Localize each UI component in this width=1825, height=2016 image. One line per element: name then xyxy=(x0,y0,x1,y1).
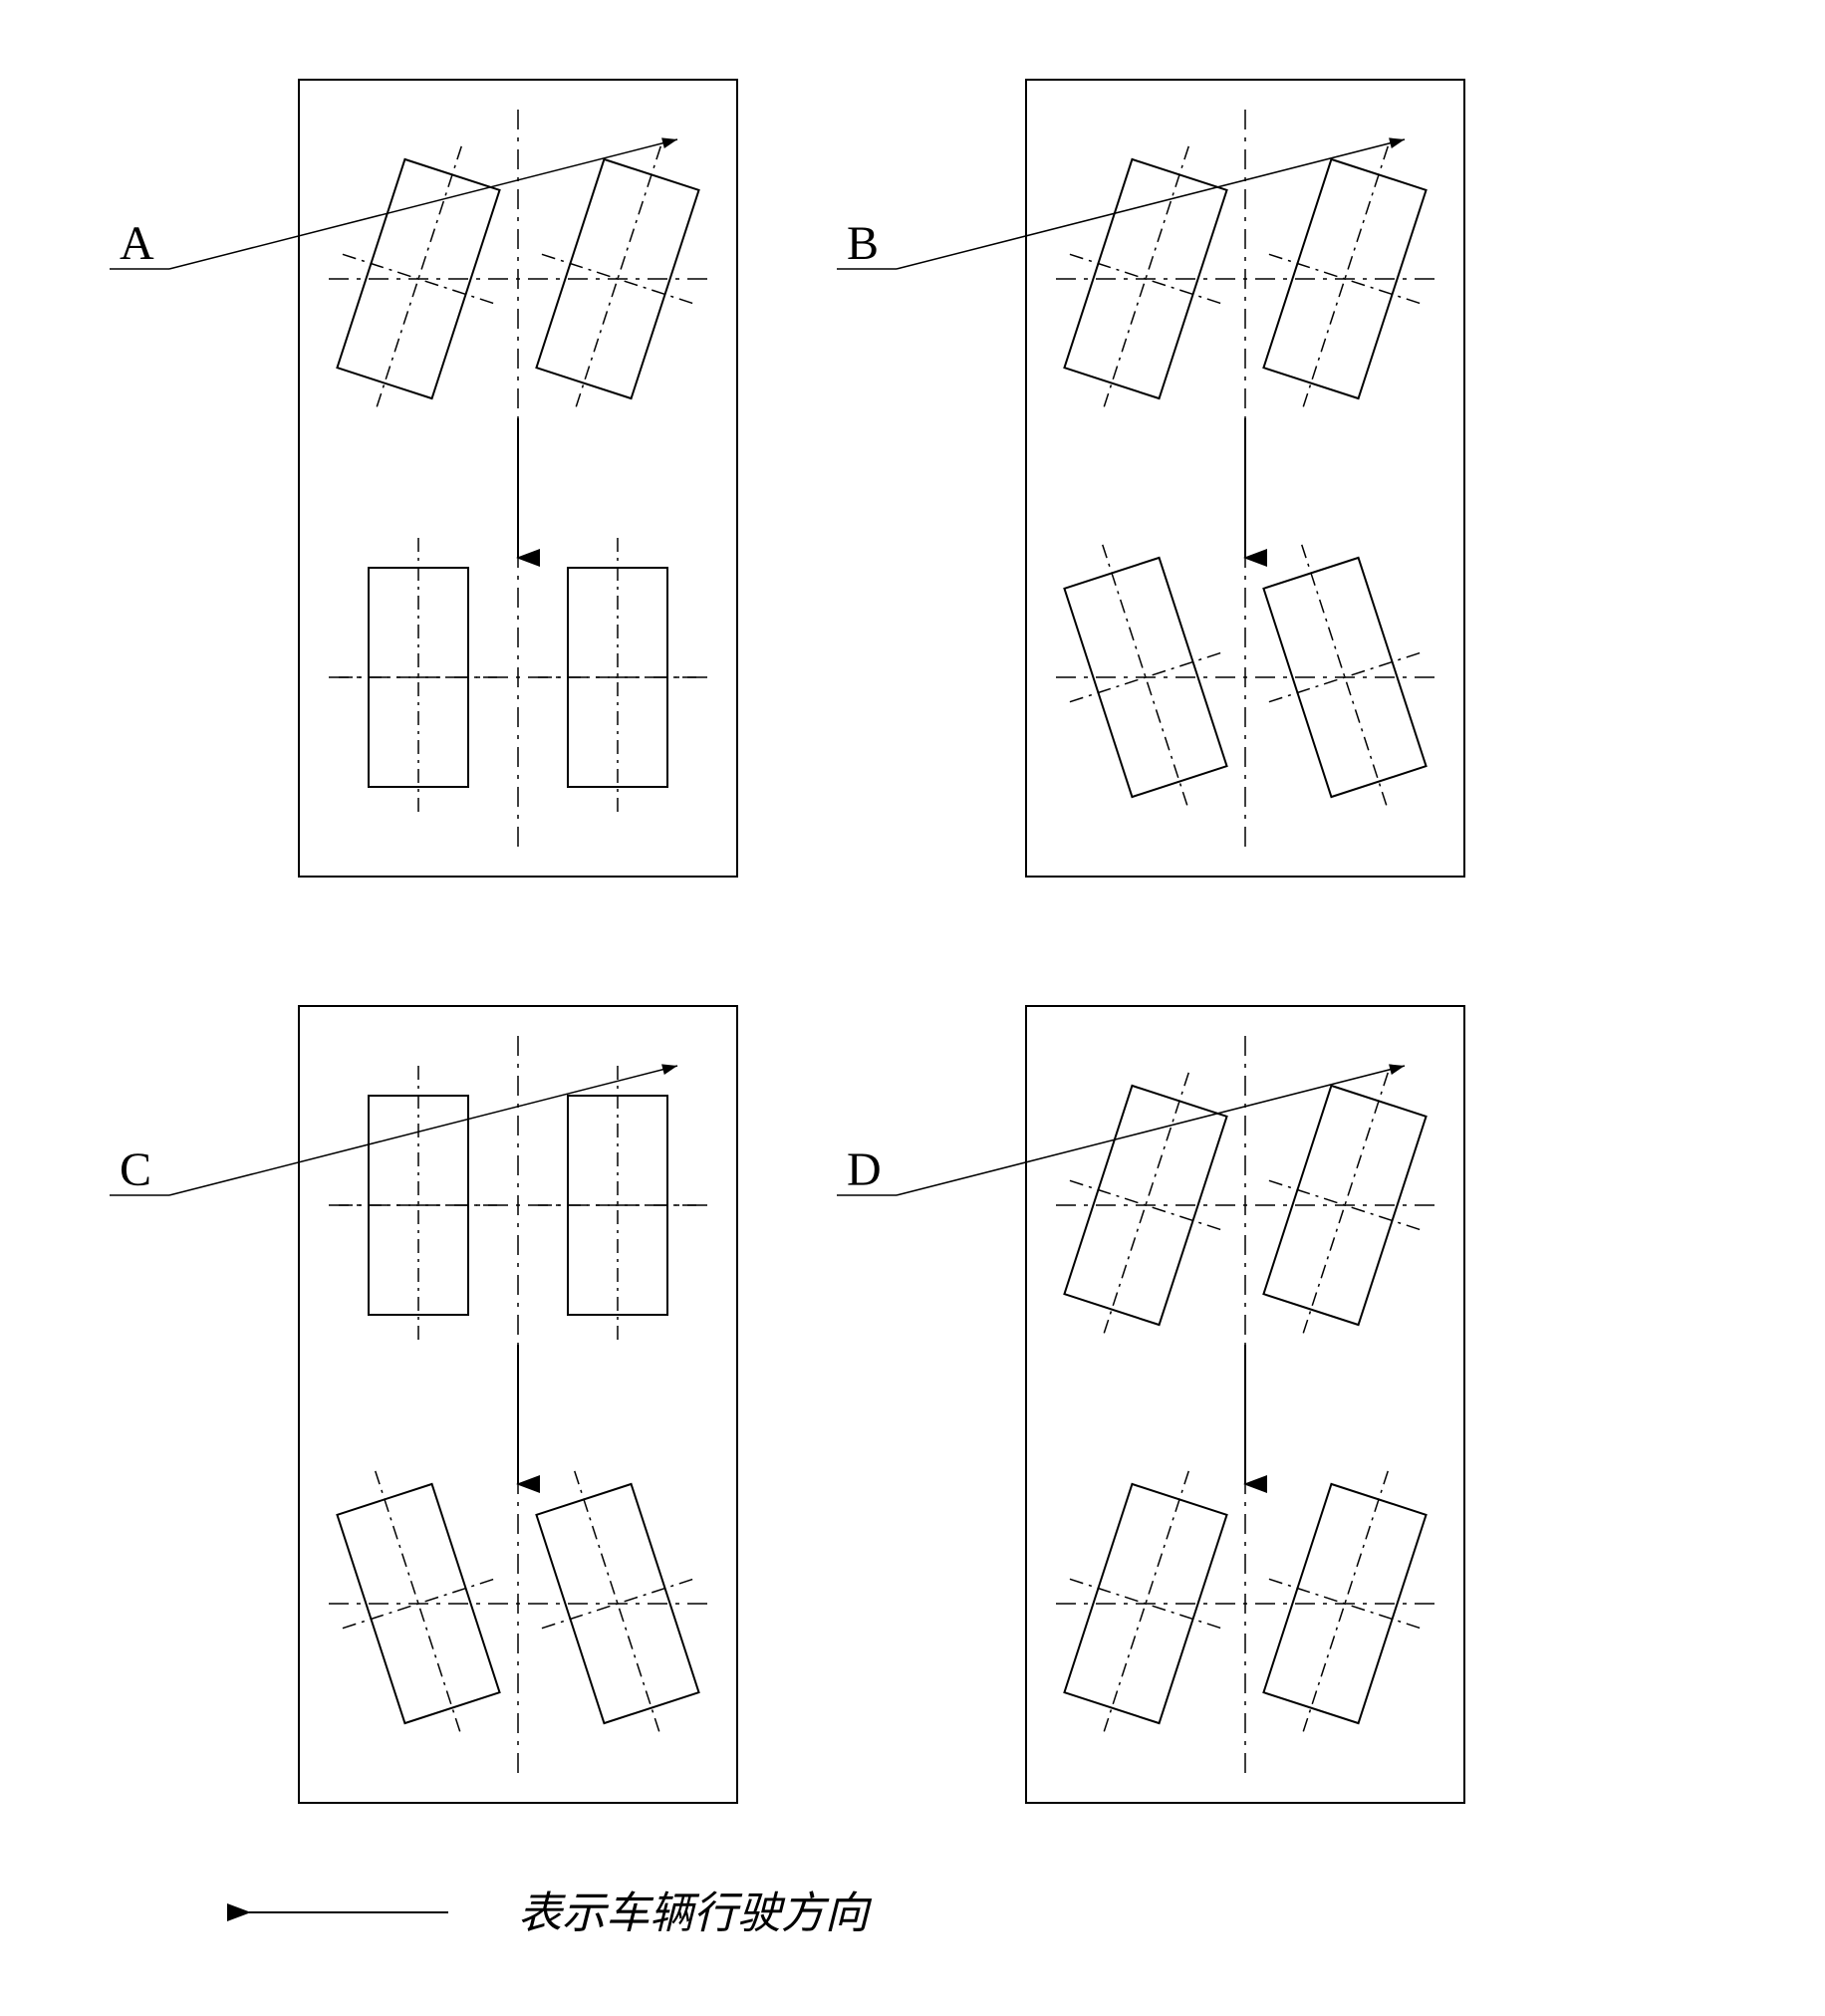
label-leader-arrowhead xyxy=(1389,1064,1405,1075)
wheel-FL xyxy=(339,1066,498,1345)
label-leader xyxy=(169,139,677,269)
label-B: B xyxy=(847,217,879,270)
label-D: D xyxy=(847,1143,882,1196)
label-leader xyxy=(897,1066,1405,1195)
wheel-RR xyxy=(538,538,697,817)
label-leader-arrowhead xyxy=(1389,137,1405,148)
wheel-RL xyxy=(339,538,498,817)
diagram-root: A B C D 表示车辆行驶方向 xyxy=(0,0,1825,2016)
label-leader xyxy=(897,139,1405,269)
label-A: A xyxy=(120,217,154,270)
panel-A xyxy=(299,80,737,877)
legend-text: 表示车辆行驶方向 xyxy=(518,1889,873,1937)
panel-C xyxy=(299,1006,737,1803)
label-leader-arrowhead xyxy=(661,137,677,148)
panel-B xyxy=(1026,80,1464,877)
wheel-FR xyxy=(538,1066,697,1345)
label-C: C xyxy=(120,1143,151,1196)
label-leader-arrowhead xyxy=(661,1064,677,1075)
panel-D xyxy=(1026,1006,1464,1803)
label-leader xyxy=(169,1066,677,1195)
